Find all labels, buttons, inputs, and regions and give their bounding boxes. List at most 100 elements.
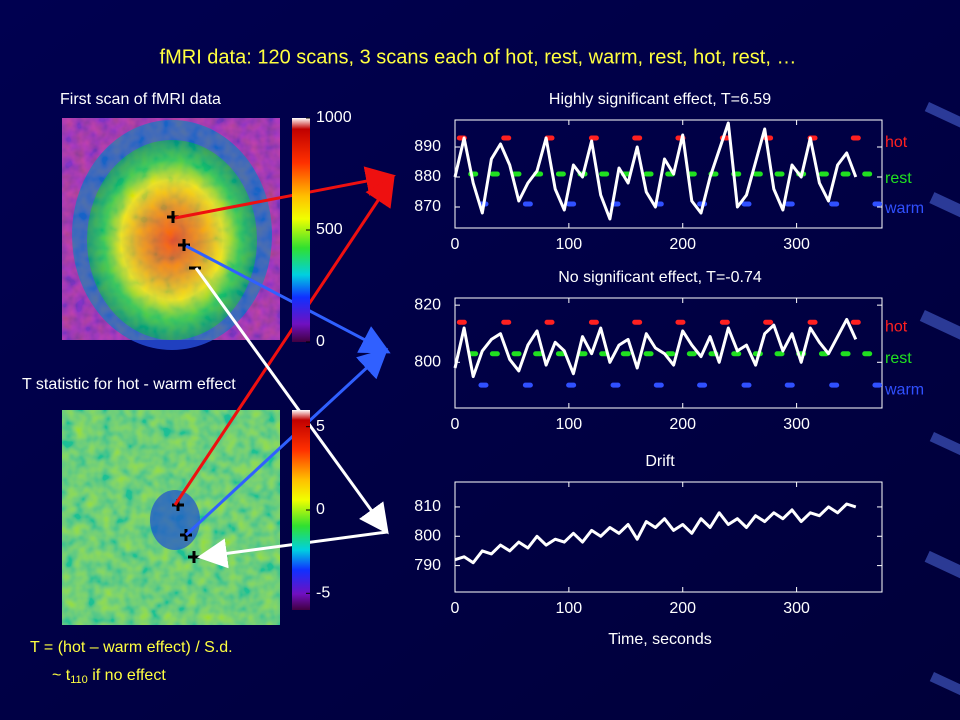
plot-frame (454, 297, 883, 409)
design-marker (533, 351, 544, 357)
formula: T = (hot – warm effect) / S.d. (30, 639, 233, 656)
x-tick-label: 300 (783, 600, 810, 617)
design-marker (731, 351, 742, 357)
note-text: ~ t (52, 667, 71, 684)
design-marker (501, 319, 512, 325)
design-marker (719, 319, 730, 325)
design-marker (489, 351, 500, 357)
design-marker (784, 201, 795, 207)
design-marker (599, 171, 610, 177)
x-axis-label: Time, seconds (608, 631, 711, 648)
x-tick-label: 300 (783, 236, 810, 253)
y-tick-label: 820 (414, 296, 441, 313)
y-tick-label: 870 (414, 198, 441, 215)
design-marker (862, 351, 873, 357)
design-marker (829, 201, 840, 207)
legend-label: hot (885, 134, 908, 151)
design-marker (588, 135, 599, 141)
design-marker (511, 351, 522, 357)
design-marker (478, 382, 489, 388)
design-marker (665, 351, 676, 357)
design-marker (741, 382, 752, 388)
colorbar-tick-label: 1000 (316, 109, 352, 126)
x-tick-label: 200 (669, 236, 696, 253)
design-marker (501, 135, 512, 141)
chart-title: No significant effect, T=-0.74 (558, 269, 762, 286)
colorbar-tick-label: 0 (316, 333, 325, 350)
note-text: if no effect (88, 667, 167, 684)
design-marker (840, 171, 851, 177)
design-marker (872, 201, 882, 207)
design-marker (511, 171, 522, 177)
design-marker (456, 319, 467, 325)
design-marker (632, 135, 643, 141)
design-marker (741, 201, 752, 207)
legend-label: hot (885, 319, 908, 336)
design-marker (752, 171, 763, 177)
legend-label: rest (885, 170, 912, 187)
design-marker (653, 382, 664, 388)
design-marker (522, 201, 533, 207)
y-tick-label: 890 (414, 138, 441, 155)
slide-title: fMRI data: 120 scans, 3 scans each of ho… (160, 46, 797, 68)
y-tick-label: 880 (414, 168, 441, 185)
chart-title: Drift (645, 453, 675, 470)
y-tick-label: 790 (414, 557, 441, 574)
x-tick-label: 0 (451, 416, 460, 433)
x-tick-label: 100 (556, 416, 583, 433)
note-subscript: 110 (70, 674, 88, 686)
design-marker (774, 171, 785, 177)
design-marker (807, 319, 818, 325)
x-tick-label: 0 (451, 600, 460, 617)
design-marker (872, 382, 882, 388)
data-line (453, 317, 858, 379)
x-tick-label: 200 (669, 600, 696, 617)
plot-frame (454, 481, 883, 593)
design-marker (643, 351, 654, 357)
design-marker (588, 319, 599, 325)
design-marker (774, 351, 785, 357)
colorbar-tick-label: 5 (316, 418, 325, 435)
design-marker (840, 351, 851, 357)
colorbar (292, 118, 310, 342)
design-marker (675, 319, 686, 325)
map-title: First scan of fMRI data (60, 91, 221, 108)
design-marker (489, 171, 500, 177)
design-marker (784, 382, 795, 388)
design-marker (763, 319, 774, 325)
design-marker (544, 319, 555, 325)
design-marker (829, 382, 840, 388)
fmri-scan-image (62, 118, 280, 350)
colorbar-tick-label: 0 (316, 501, 325, 518)
design-marker (643, 171, 654, 177)
x-tick-label: 0 (451, 236, 460, 253)
data-line (453, 121, 858, 221)
distribution-note: ~ t110 if no effect (52, 667, 166, 686)
design-marker (610, 382, 621, 388)
design-marker (862, 171, 873, 177)
legend-label: warm (884, 200, 924, 217)
y-tick-label: 800 (414, 527, 441, 544)
map-title: T statistic for hot - warm effect (22, 376, 236, 393)
background-streaks (919, 102, 960, 698)
design-marker (632, 319, 643, 325)
design-marker (522, 382, 533, 388)
design-marker (686, 351, 697, 357)
x-tick-label: 300 (783, 416, 810, 433)
t-statistic-image (62, 410, 280, 625)
legend-label: warm (884, 381, 924, 398)
x-tick-label: 200 (669, 416, 696, 433)
colorbar-tick-label: -5 (316, 585, 330, 602)
design-marker (850, 319, 861, 325)
x-tick-label: 100 (556, 600, 583, 617)
design-marker (697, 382, 708, 388)
arrows (173, 166, 396, 569)
x-tick-label: 100 (556, 236, 583, 253)
data-line (454, 502, 857, 565)
legend-label: rest (885, 350, 912, 367)
design-marker (818, 171, 829, 177)
y-tick-label: 800 (414, 354, 441, 371)
design-marker (566, 201, 577, 207)
design-marker (468, 351, 479, 357)
